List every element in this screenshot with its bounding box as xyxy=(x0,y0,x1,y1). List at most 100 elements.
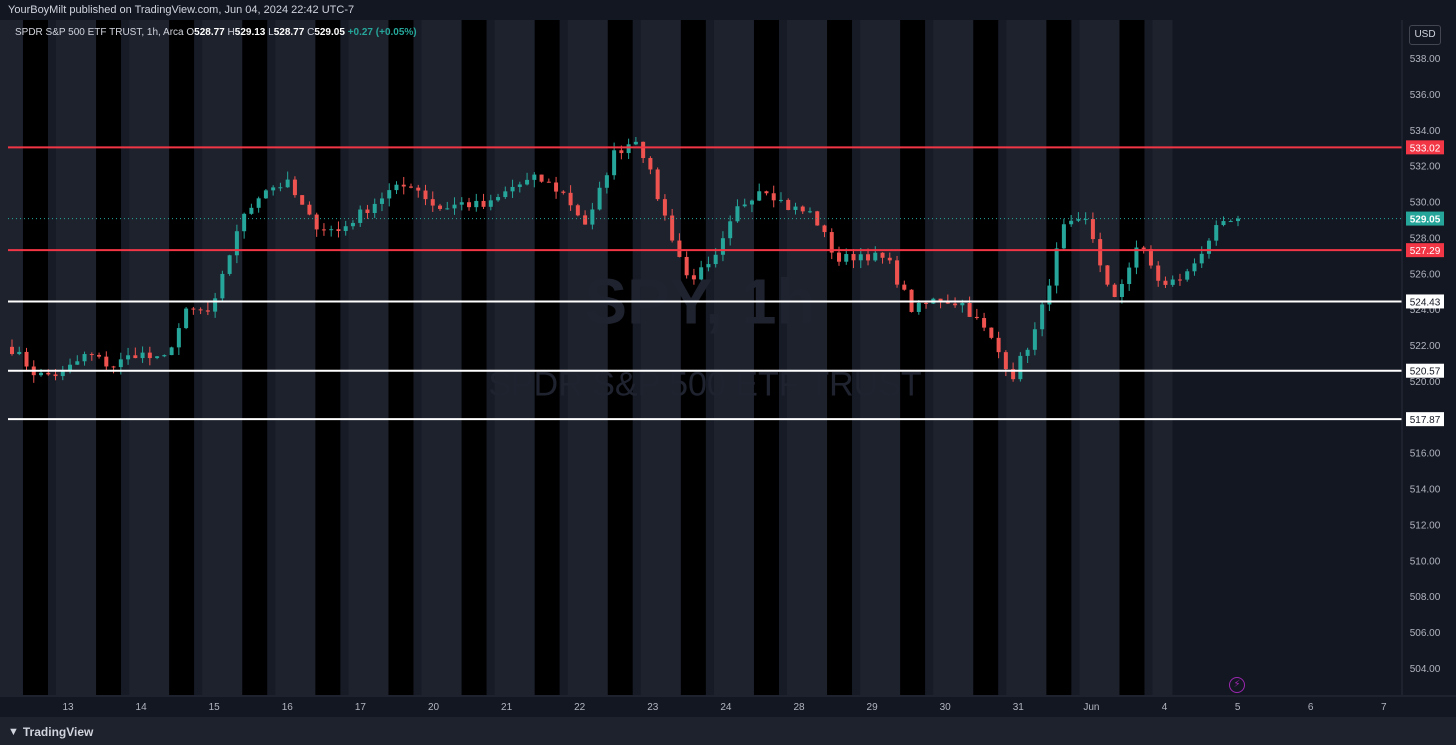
candle-body xyxy=(358,209,363,223)
candle-body xyxy=(1011,369,1016,380)
candle-body xyxy=(350,222,355,227)
session-band-extended xyxy=(388,20,414,695)
candle-body xyxy=(1141,247,1146,249)
candle-body xyxy=(677,240,682,257)
candle-body xyxy=(1061,224,1066,249)
candle-body xyxy=(445,208,450,210)
candle-body xyxy=(982,318,987,328)
legend-high: 529.13 xyxy=(234,27,266,38)
symbol-legend[interactable]: SPDR S&P 500 ETF TRUST, 1h, Arca O528.77… xyxy=(15,27,417,38)
candle-body xyxy=(1127,267,1132,285)
y-tick-label: 512.00 xyxy=(1410,520,1441,531)
x-tick-label: 22 xyxy=(574,702,586,713)
session-band-pre xyxy=(559,20,568,695)
candle-body xyxy=(1228,221,1233,223)
lightning-icon[interactable]: ⚡ xyxy=(1229,677,1245,693)
candle-body xyxy=(554,182,559,192)
candle-body xyxy=(720,238,725,255)
currency-button[interactable]: USD xyxy=(1409,25,1441,45)
candle-body xyxy=(162,355,167,357)
session-band-pre xyxy=(486,20,495,695)
candle-body xyxy=(684,256,689,276)
session-band-extended xyxy=(900,20,926,695)
x-tick-label: 30 xyxy=(940,702,952,713)
x-tick-label: 5 xyxy=(1235,702,1241,713)
candle-body xyxy=(517,184,522,187)
candle-body xyxy=(1177,279,1182,281)
candle-body xyxy=(532,174,537,180)
candle-body xyxy=(234,231,239,256)
session-band-pre xyxy=(1071,20,1080,695)
candle-body xyxy=(118,359,123,368)
candle-body xyxy=(837,252,842,262)
candle-body xyxy=(467,202,472,208)
level-price-tag xyxy=(1406,140,1444,155)
candle-body xyxy=(858,254,863,261)
candle-body xyxy=(786,199,791,210)
candle-body xyxy=(575,205,580,216)
candle-body xyxy=(1090,219,1095,240)
legend-low-key: L xyxy=(268,27,274,38)
publisher-text: YourBoyMilt published on TradingView.com… xyxy=(8,4,355,16)
candle-body xyxy=(938,298,943,302)
x-tick-label: 15 xyxy=(209,702,221,713)
candle-body xyxy=(452,204,457,209)
legend-high-key: H xyxy=(227,27,235,38)
x-tick-label: 13 xyxy=(62,702,74,713)
last-price-tag xyxy=(1406,211,1444,226)
candle-body xyxy=(974,316,979,319)
tradingview-logo-icon: ▼ xyxy=(8,726,19,738)
candle-body xyxy=(583,215,588,225)
session-band-extended xyxy=(534,20,560,695)
candle-body xyxy=(742,204,747,207)
candle-body xyxy=(256,198,261,208)
candle-body xyxy=(1170,279,1175,285)
session-band-regular xyxy=(787,20,827,695)
candle-body xyxy=(793,206,798,210)
candle-body xyxy=(329,229,334,231)
y-tick-label: 530.00 xyxy=(1410,198,1441,209)
candle-body xyxy=(430,199,435,206)
candle-body xyxy=(771,193,776,201)
legend-close: 529.05 xyxy=(314,27,345,38)
y-tick-label: 536.00 xyxy=(1410,90,1441,101)
candle-body xyxy=(372,203,377,213)
brand-logo[interactable]: ▼ TradingView xyxy=(8,725,93,739)
session-band-pre xyxy=(632,20,641,695)
candle-body xyxy=(1040,304,1045,330)
candle-body xyxy=(916,302,921,312)
y-tick-label: 524.00 xyxy=(1410,305,1441,316)
session-band-regular xyxy=(1079,20,1120,695)
brand-name: TradingView xyxy=(22,725,94,739)
candle-body xyxy=(844,254,849,262)
level-price-tag xyxy=(1406,294,1444,309)
candle-body xyxy=(1025,349,1030,356)
candle-body xyxy=(989,327,994,338)
session-band-pre xyxy=(779,20,787,695)
session-band-pre xyxy=(705,20,714,695)
x-tick-label: 7 xyxy=(1381,702,1387,713)
candle-body xyxy=(713,254,718,265)
session-band-pre xyxy=(925,20,934,695)
session-band-extended xyxy=(1046,20,1072,695)
x-tick-label: 23 xyxy=(647,702,659,713)
candle-body xyxy=(24,351,29,367)
candle-body xyxy=(691,275,696,280)
y-tick-label: 508.00 xyxy=(1410,592,1441,603)
candle-body xyxy=(111,366,116,368)
candle-body xyxy=(1236,218,1240,222)
session-band-pre xyxy=(48,20,56,695)
session-band-extended xyxy=(1119,20,1145,695)
level-price-tag xyxy=(1406,243,1444,258)
candle-body xyxy=(815,211,820,226)
level-price-label: 527.29 xyxy=(1410,246,1441,257)
candle-body xyxy=(996,337,1001,353)
x-tick-label: 29 xyxy=(867,702,879,713)
candle-body xyxy=(198,309,203,311)
y-tick-label: 510.00 xyxy=(1410,556,1441,567)
session-band-regular xyxy=(567,20,608,695)
candle-body xyxy=(568,192,573,206)
candle-body xyxy=(227,255,232,274)
candle-body xyxy=(336,229,341,232)
